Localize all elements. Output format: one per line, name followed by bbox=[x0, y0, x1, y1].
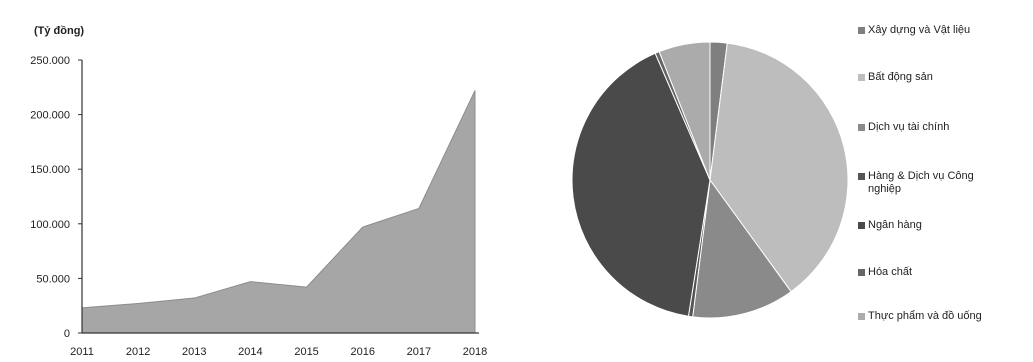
legend-label: Thực phẩm và đồ uống bbox=[868, 310, 982, 322]
legend-swatch bbox=[858, 74, 865, 81]
legend-item: Bất động sản bbox=[858, 71, 933, 84]
x-tick-label: 2017 bbox=[407, 346, 431, 358]
x-tick-label: 2016 bbox=[350, 346, 374, 358]
legend-item: Thực phẩm và đồ uống bbox=[858, 310, 982, 323]
legend-swatch bbox=[858, 27, 865, 34]
legend-swatch bbox=[858, 124, 865, 131]
x-tick-label: 2015 bbox=[294, 346, 318, 358]
legend-label: Xây dựng và Vật liệu bbox=[868, 24, 971, 36]
area-chart: (Tỷ đồng) 0 50.000 100.000 150.000 200.000 250… bbox=[30, 25, 487, 358]
legend-item: Dịch vụ tài chính bbox=[858, 121, 949, 134]
legend-item: Hóa chất bbox=[858, 266, 912, 279]
x-tick-label: 2014 bbox=[238, 346, 262, 358]
legend-item: Ngân hàng bbox=[858, 219, 922, 232]
y-tick-label: 150.000 bbox=[30, 164, 70, 176]
x-tick-label: 2018 bbox=[463, 346, 487, 358]
x-tick-label: 2011 bbox=[70, 346, 94, 358]
y-tick-label: 0 bbox=[64, 328, 70, 340]
legend-item: Hàng & Dịch vụ Công nghiệp bbox=[858, 170, 998, 196]
y-tick-label: 50.000 bbox=[36, 273, 70, 285]
legend-swatch bbox=[858, 269, 865, 276]
area-series bbox=[81, 90, 476, 334]
y-tick-label: 200.000 bbox=[30, 110, 70, 122]
pie-slice bbox=[571, 52, 711, 317]
pie-chart bbox=[571, 41, 849, 319]
y-unit-label: (Tỷ đồng) bbox=[34, 25, 84, 37]
legend-label: Ngân hàng bbox=[868, 219, 922, 231]
legend-item: Xây dựng và Vật liệu bbox=[858, 24, 970, 37]
legend-swatch bbox=[858, 222, 865, 229]
x-tick-label: 2013 bbox=[182, 346, 206, 358]
pie-slice bbox=[658, 41, 711, 181]
legend-swatch bbox=[858, 313, 865, 320]
pie-slice bbox=[692, 178, 792, 319]
y-tick-label: 100.000 bbox=[30, 219, 70, 231]
legend-label: Bất động sản bbox=[868, 71, 933, 83]
legend-swatch bbox=[858, 173, 865, 180]
legend-label: Hàng & Dịch vụ Công nghiệp bbox=[868, 170, 974, 195]
legend-label: Hóa chất bbox=[868, 266, 913, 278]
legend-label: Dịch vụ tài chính bbox=[868, 121, 950, 133]
x-tick-label: 2012 bbox=[126, 346, 150, 358]
y-tick-label: 250.000 bbox=[30, 55, 70, 67]
pie-slice bbox=[709, 42, 849, 293]
